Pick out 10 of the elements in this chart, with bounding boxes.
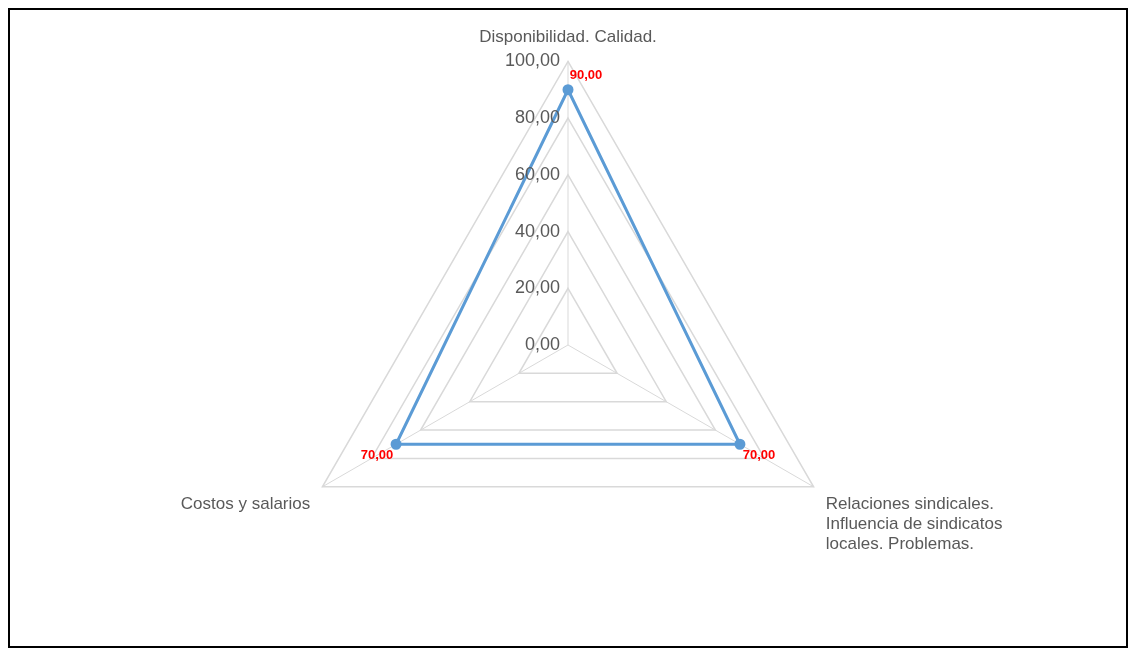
data-label: 90,00	[569, 67, 603, 83]
spoke-label: Disponibilidad. Calidad.	[479, 26, 657, 46]
y-tick-label: 100,00	[504, 50, 560, 71]
data-label: 70,00	[742, 446, 776, 462]
data-label: 70,00	[360, 446, 394, 462]
y-tick-label: 0,00	[524, 333, 560, 354]
y-tick-label: 40,00	[514, 220, 560, 241]
spoke-label: Costos y salarios	[180, 493, 311, 513]
spoke-label: Relaciones sindicales. Influencia de sindicatos locales. Problemas.	[825, 493, 1003, 554]
y-tick-label: 20,00	[514, 277, 560, 298]
